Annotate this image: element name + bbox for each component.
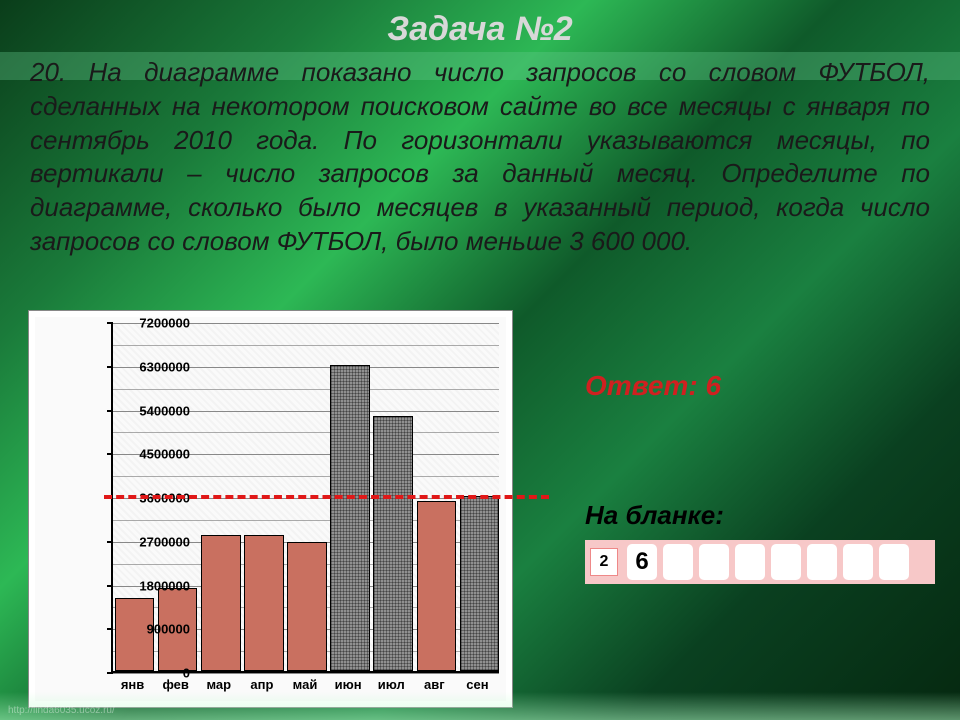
- bar-июн: [330, 365, 370, 671]
- answer-text: Ответ: 6: [585, 370, 721, 402]
- blank-cell-7: [879, 544, 909, 580]
- bar-авг: [417, 501, 457, 671]
- blank-cell-4: [771, 544, 801, 580]
- bar-апр: [244, 535, 284, 671]
- gridline-minor: [113, 345, 499, 346]
- gridline-minor: [113, 432, 499, 433]
- x-axis-label: янв: [121, 677, 144, 692]
- x-axis-label: авг: [424, 677, 445, 692]
- y-axis-label: 5400000: [120, 403, 190, 418]
- bar-сен: [460, 496, 500, 671]
- answer-blank-row: 2 6: [585, 540, 935, 584]
- y-axis-label: 4500000: [120, 447, 190, 462]
- x-axis-label: апр: [250, 677, 273, 692]
- watermark: http://linda6035.ucoz.ru/: [8, 705, 115, 716]
- x-axis-label: май: [293, 677, 318, 692]
- blank-cell-2: [699, 544, 729, 580]
- y-axis-label: 900000: [120, 622, 190, 637]
- x-axis-label: мар: [206, 677, 231, 692]
- x-axis-label: июн: [335, 677, 362, 692]
- blank-cell-3: [735, 544, 765, 580]
- threshold-line: [104, 495, 549, 499]
- y-tick: [107, 672, 113, 674]
- y-tick: [107, 366, 113, 368]
- y-axis-label: 2700000: [120, 534, 190, 549]
- bar-июл: [373, 416, 413, 671]
- problem-text: 20. На диаграмме показано число запросов…: [30, 56, 930, 259]
- blank-index: 2: [590, 548, 618, 576]
- blank-cell-0: 6: [627, 544, 657, 580]
- chart-container: 0900000180000027000003600000450000054000…: [28, 310, 513, 708]
- blank-label: На бланке:: [585, 500, 724, 531]
- blank-cell-1: [663, 544, 693, 580]
- y-tick: [107, 628, 113, 630]
- y-tick: [107, 585, 113, 587]
- y-tick: [107, 410, 113, 412]
- y-tick: [107, 541, 113, 543]
- x-axis-label: сен: [466, 677, 488, 692]
- answer-label: Ответ:: [585, 370, 705, 401]
- x-axis-label: июл: [378, 677, 405, 692]
- answer-value: 6: [705, 370, 721, 401]
- blank-cell-6: [843, 544, 873, 580]
- y-axis-label: 1800000: [120, 578, 190, 593]
- bar-мар: [201, 535, 241, 671]
- y-tick: [107, 453, 113, 455]
- task-title: Задача №2: [0, 10, 960, 49]
- y-axis-label: 6300000: [120, 359, 190, 374]
- gridline-minor: [113, 389, 499, 390]
- x-axis-label: фев: [162, 677, 188, 692]
- bar-май: [287, 542, 327, 671]
- blank-cell-5: [807, 544, 837, 580]
- y-axis-label: 7200000: [120, 316, 190, 331]
- gridline-minor: [113, 476, 499, 477]
- y-tick: [107, 322, 113, 324]
- footer-glow: [0, 692, 960, 720]
